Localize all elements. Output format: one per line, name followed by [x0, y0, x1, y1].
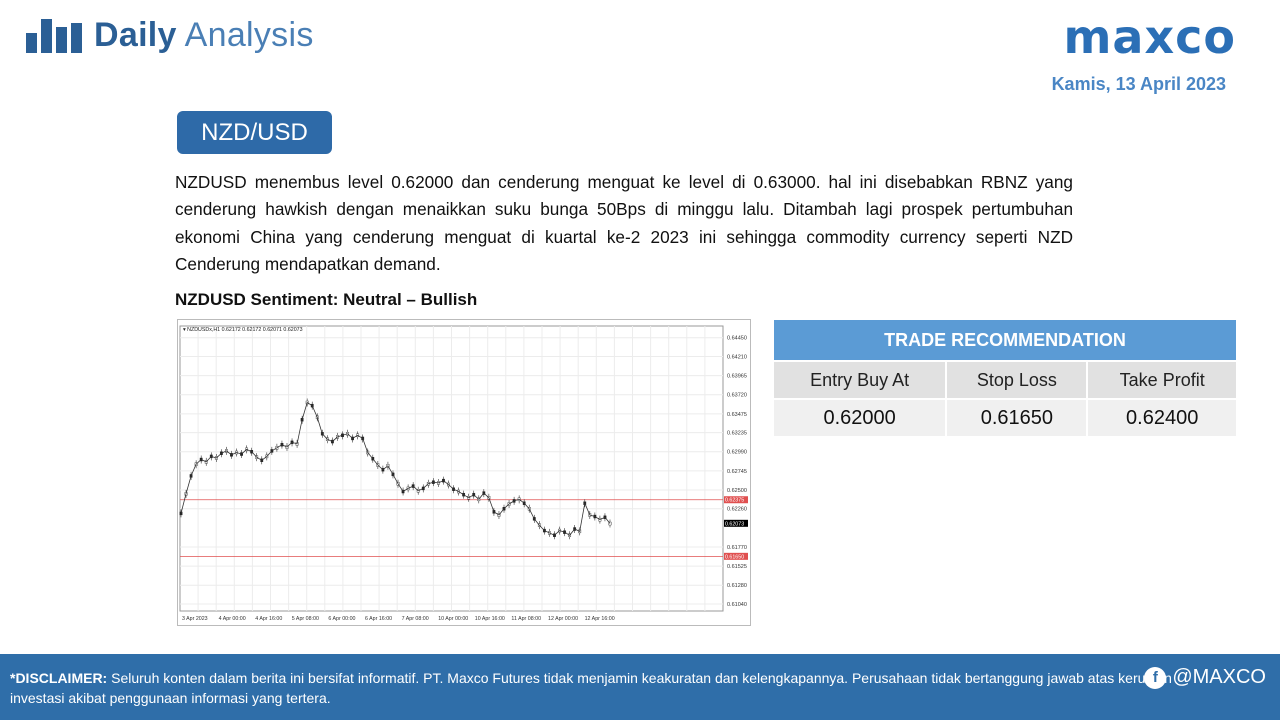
page-title: Daily Analysis [94, 16, 314, 54]
take-profit-label: Take Profit [1088, 362, 1236, 398]
level-tag [724, 552, 748, 560]
x-tick-label: 6 Apr 16:00 [365, 616, 392, 622]
disclaimer: *DISCLAIMER: Seluruh konten dalam berita… [10, 670, 1172, 706]
daily-analysis-logo: Daily Analysis [26, 16, 314, 55]
social-handle-text: @MAXCO [1172, 666, 1266, 688]
y-tick-label: 0.62990 [727, 450, 747, 456]
level-tag [724, 519, 748, 527]
x-tick-label: 12 Apr 16:00 [585, 616, 615, 622]
trade-recommendation-table: TRADE RECOMMENDATION Entry Buy At Stop L… [772, 318, 1238, 438]
level-tag-label: 0.61650 [725, 554, 744, 560]
x-tick-label: 10 Apr 16:00 [475, 616, 505, 622]
y-tick-label: 0.62260 [727, 507, 747, 513]
facebook-icon: f [1144, 666, 1167, 689]
y-tick-label: 0.64450 [727, 336, 747, 342]
y-tick-label: 0.61280 [727, 583, 747, 589]
entry-value: 0.62000 [774, 400, 946, 436]
y-tick-label: 0.64210 [727, 354, 747, 360]
sentiment-heading: NZDUSD Sentiment: Neutral – Bullish [175, 290, 478, 309]
take-profit-value: 0.62400 [1088, 400, 1236, 436]
y-tick-label: 0.63475 [727, 412, 747, 418]
x-tick-label: 5 Apr 08:00 [292, 616, 319, 622]
table-title: TRADE RECOMMENDATION [774, 320, 1236, 360]
bar-chart-icon [26, 18, 82, 53]
entry-label: Entry Buy At [774, 362, 946, 398]
footer: *DISCLAIMER: Seluruh konten dalam berita… [0, 654, 1280, 720]
x-tick-label: 6 Apr 00:00 [328, 616, 355, 622]
level-tag-label: 0.62375 [725, 498, 744, 504]
x-tick-label: 10 Apr 00:00 [438, 616, 468, 622]
y-tick-label: 0.62500 [727, 488, 747, 494]
x-tick-label: 12 Apr 00:00 [548, 616, 578, 622]
social-handle[interactable]: f @MAXCO [1144, 666, 1266, 689]
price-chart: 0.64450 0.64210 0.63965 0.63720 0.63475 0.632… [177, 319, 751, 626]
y-tick-label: 0.61770 [727, 545, 747, 551]
analysis-paragraph: NZDUSD menembus level 0.62000 dan cender… [175, 172, 1073, 274]
stop-loss-value: 0.61650 [947, 400, 1087, 436]
y-tick-label: 0.63720 [727, 393, 747, 399]
y-tick-label: 0.63965 [727, 374, 747, 380]
pair-badge: NZD/USD [177, 111, 332, 154]
level-tag [724, 496, 748, 504]
y-tick-label: 0.61525 [727, 564, 747, 570]
y-tick-label: 0.63235 [727, 431, 747, 437]
y-tick-label: 0.62745 [727, 469, 747, 475]
y-tick-label: 0.61040 [727, 602, 747, 608]
report-date: Kamis, 13 April 2023 [1051, 74, 1226, 94]
x-tick-label: 11 Apr 08:00 [511, 616, 541, 622]
candle [608, 521, 612, 526]
x-tick-label: 4 Apr 00:00 [219, 616, 246, 622]
x-tick-label: 4 Apr 16:00 [255, 616, 282, 622]
level-tag-label: 0.62073 [725, 521, 744, 527]
stop-loss-label: Stop Loss [947, 362, 1087, 398]
x-tick-label: 7 Apr 08:00 [402, 616, 429, 622]
price-chart-svg: 0.64450 0.64210 0.63965 0.63720 0.63475 0.632… [179, 325, 748, 622]
brand-logo: maxco [1063, 10, 1236, 64]
price-line [180, 401, 611, 536]
x-tick-label: 3 Apr 2023 [182, 616, 208, 622]
chart-title: ▾ NZDUSDx,H1 0.62172 0.62172 0.62071 0.6… [183, 327, 303, 333]
